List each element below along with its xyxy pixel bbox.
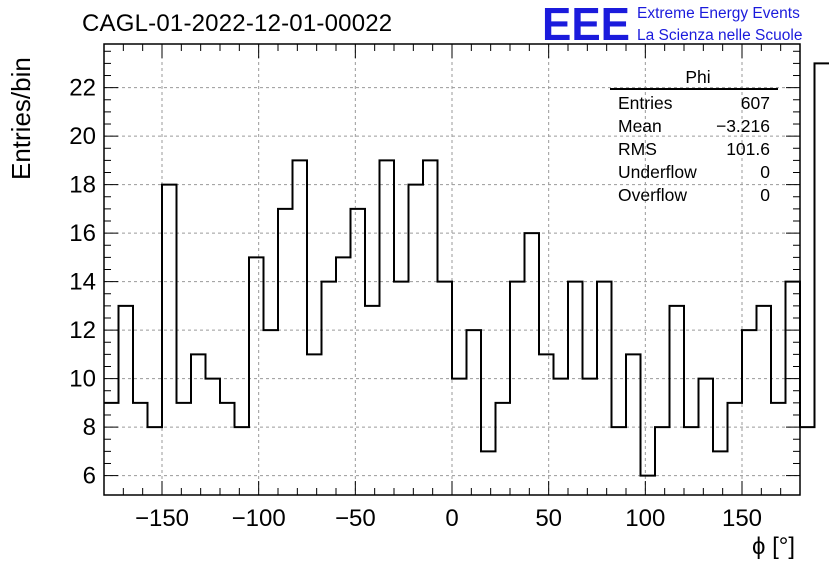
eee-logo: EEE [542, 2, 630, 44]
y-tick-label: 20 [69, 123, 96, 150]
histogram-bin [452, 379, 467, 495]
stats-rows: Entries 607 Mean −3.216 RMS 101.6 Underflow 0 Ov… [610, 92, 778, 207]
stats-value: 0 [760, 185, 770, 205]
stats-label: RMS [618, 139, 657, 159]
stats-value: 101.6 [726, 139, 770, 159]
histogram-bin [597, 282, 612, 495]
histogram-bin [684, 427, 699, 495]
stats-box: Phi Entries 607 Mean −3.216 RMS 101.6 Underflo… [610, 66, 778, 207]
stats-name: Phi [610, 66, 778, 90]
histogram-bin [481, 451, 496, 495]
histogram-bin [467, 330, 482, 495]
logo-mark: EEE [542, 2, 630, 44]
y-tick-label: 10 [69, 366, 96, 393]
stats-row-rms: RMS 101.6 [610, 138, 778, 161]
x-tick-label: −100 [232, 505, 286, 532]
logo-line-2: La Scienza nelle Scuole [637, 27, 803, 44]
histogram-bin [612, 427, 627, 495]
y-axis-label: Entries/bin [6, 57, 36, 180]
histogram-bin [496, 403, 511, 495]
stats-label: Entries [618, 93, 673, 113]
logo-line-1: Extreme Energy Events [637, 5, 800, 22]
histogram-bin [307, 354, 322, 495]
histogram-bin [655, 427, 670, 495]
y-tick-label: 6 [83, 463, 96, 490]
stats-row-overflow: Overflow 0 [610, 184, 778, 207]
histogram-bin [191, 354, 206, 495]
y-tick-label: 16 [69, 220, 96, 247]
histogram-bin [554, 379, 569, 495]
histogram-bin [728, 403, 743, 495]
histogram-bin [148, 427, 163, 495]
plot-title: CAGL-01-2022-12-01-00022 [82, 10, 393, 37]
logo-caption: Extreme Energy Events La Scienza nelle S… [637, 3, 802, 47]
histogram-bin [525, 233, 540, 495]
histogram-bin [322, 282, 337, 495]
histogram-bin [206, 379, 221, 495]
histogram-bin [641, 476, 656, 495]
histogram-bin [757, 306, 772, 495]
histogram-bin [104, 403, 119, 495]
histogram-bin [670, 306, 685, 495]
stats-row-entries: Entries 607 [610, 92, 778, 115]
histogram-bin [394, 282, 409, 495]
y-tick-label: 22 [69, 75, 96, 102]
stats-row-underflow: Underflow 0 [610, 161, 778, 184]
histogram-bin [815, 63, 830, 495]
histogram-bin [626, 354, 641, 495]
x-tick-label: −50 [335, 505, 376, 532]
histogram-bin [365, 306, 380, 495]
histogram-bin [539, 354, 554, 495]
histogram-bin [119, 306, 134, 495]
stats-label: Underflow [618, 162, 697, 182]
stats-row-mean: Mean −3.216 [610, 115, 778, 138]
histogram-bin [162, 185, 177, 495]
histogram-bin [278, 209, 293, 495]
x-tick-label: 150 [722, 505, 762, 532]
y-tick-label: 12 [69, 317, 96, 344]
histogram-bin [409, 185, 424, 495]
histogram-bin [380, 160, 395, 495]
histogram-bin [235, 427, 250, 495]
y-tick-label: 18 [69, 172, 96, 199]
y-tick-label: 8 [83, 414, 96, 441]
histogram-outline [104, 62, 829, 477]
stats-label: Mean [618, 116, 662, 136]
histogram-bin [351, 209, 366, 495]
histogram-bin [249, 257, 264, 495]
stats-value: 0 [760, 162, 770, 182]
histogram-bin [336, 257, 351, 495]
stats-value: 607 [740, 93, 770, 113]
histogram-bin [771, 403, 786, 495]
histogram-bin [133, 403, 148, 495]
histogram-bin [713, 451, 728, 495]
x-axis-label: ϕ [°] [752, 533, 796, 560]
stats-label: Overflow [618, 185, 688, 205]
y-tick-label: 14 [69, 269, 96, 296]
histogram-bin [177, 403, 192, 495]
histogram-bin [220, 403, 235, 495]
histogram-bin [293, 160, 308, 495]
stats-value: −3.216 [715, 116, 770, 136]
histogram-bin [264, 330, 279, 495]
histogram-bin [510, 282, 525, 495]
histogram-bin [423, 160, 438, 495]
histogram-bin [800, 427, 815, 495]
x-tick-label: −150 [135, 505, 189, 532]
x-tick-label: 50 [535, 505, 562, 532]
histogram-bin [438, 282, 453, 495]
x-tick-label: 100 [625, 505, 665, 532]
histogram-bin [742, 330, 757, 495]
histogram-bin [699, 379, 714, 495]
x-tick-label: 0 [445, 505, 458, 532]
histogram-bin [568, 282, 583, 495]
histogram-bin [583, 379, 598, 495]
